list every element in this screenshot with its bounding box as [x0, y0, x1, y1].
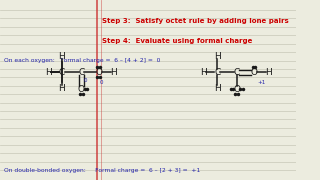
- Text: C: C: [78, 68, 84, 76]
- Text: H: H: [59, 84, 65, 93]
- Text: H: H: [59, 51, 65, 60]
- Text: H: H: [45, 68, 52, 76]
- Text: C: C: [59, 68, 65, 76]
- Text: C: C: [214, 68, 220, 76]
- Text: O: O: [233, 84, 240, 93]
- Text: Step 4:  Evaluate using formal charge: Step 4: Evaluate using formal charge: [102, 37, 252, 44]
- Text: H: H: [266, 68, 272, 76]
- Text: H: H: [200, 68, 207, 76]
- Text: On each oxygen:   Formal charge =  6 – [4 + 2] =  0: On each oxygen: Formal charge = 6 – [4 +…: [4, 58, 161, 63]
- Text: O: O: [78, 84, 85, 93]
- Text: +1: +1: [257, 80, 266, 84]
- Text: H: H: [110, 68, 117, 76]
- Text: 0: 0: [100, 80, 103, 84]
- Text: 0: 0: [83, 78, 87, 82]
- Text: O: O: [95, 68, 102, 76]
- Text: C: C: [233, 68, 240, 76]
- Text: Step 3:  Satisfy octet rule by adding lone pairs: Step 3: Satisfy octet rule by adding lon…: [102, 18, 289, 24]
- Text: H: H: [214, 84, 220, 93]
- Text: O: O: [251, 68, 258, 76]
- Text: H: H: [214, 51, 220, 60]
- Text: On double-bonded oxygen:     Formal charge =  6 – [2 + 3] =  +1: On double-bonded oxygen: Formal charge =…: [4, 168, 201, 173]
